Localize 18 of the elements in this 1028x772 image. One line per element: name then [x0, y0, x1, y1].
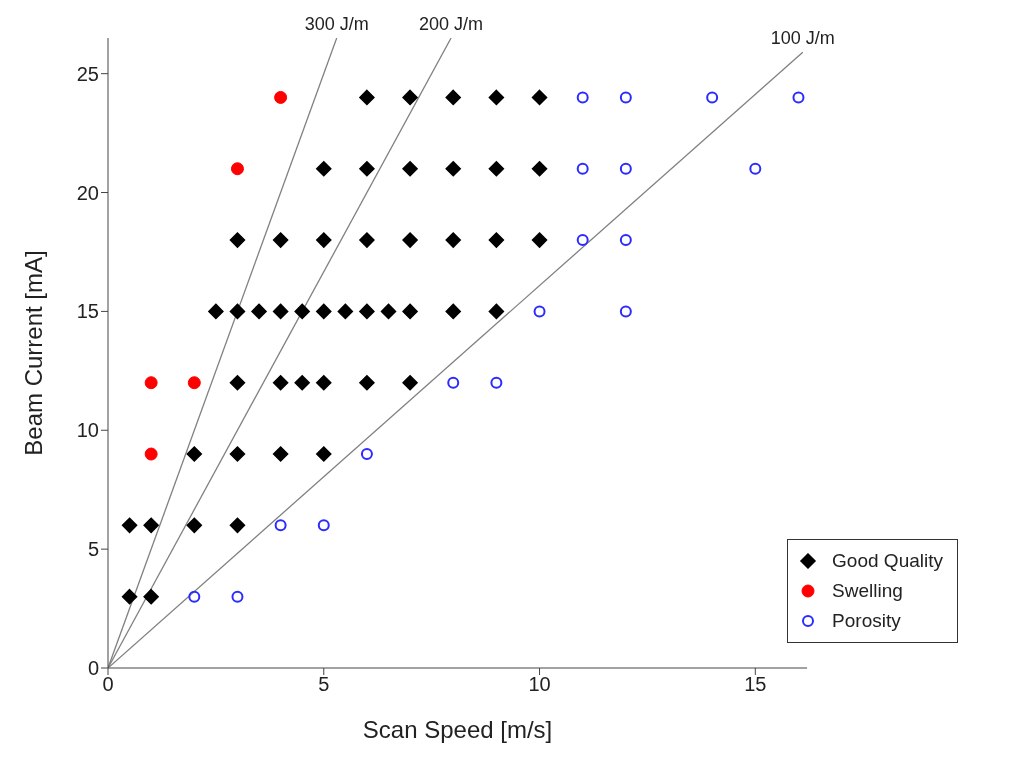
annotation: 100 J/m — [770, 28, 835, 49]
y-tick-label: 20 — [76, 181, 99, 204]
annotation: 300 J/m — [304, 14, 369, 34]
annotation: 200 J/m — [419, 14, 484, 34]
y-tick-label: 10 — [76, 419, 99, 442]
legend-label: Good Quality — [832, 549, 943, 573]
x-tick-label: 5 — [318, 673, 330, 696]
legend-label: Porosity — [832, 609, 901, 633]
y-tick-label: 25 — [76, 62, 99, 85]
x-tick-label: 15 — [744, 673, 767, 696]
legend-label: Swelling — [832, 579, 903, 603]
y-tick-label: 0 — [87, 657, 99, 680]
x-tick-label: 10 — [528, 673, 551, 696]
x-axis-title: Scan Speed [m/s] — [362, 716, 553, 743]
y-axis-title: Beam Current [mA] — [19, 250, 47, 456]
x-tick-label: 0 — [102, 673, 114, 696]
y-tick-label: 15 — [76, 300, 99, 323]
y-tick-label: 5 — [87, 538, 99, 561]
